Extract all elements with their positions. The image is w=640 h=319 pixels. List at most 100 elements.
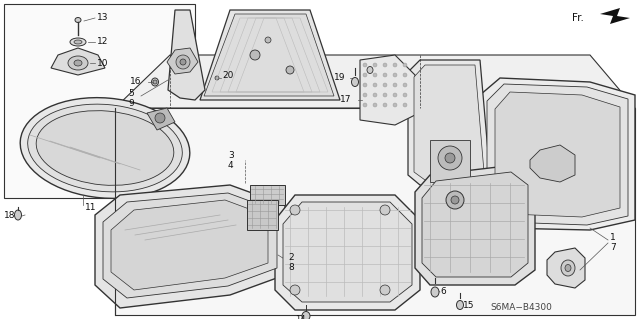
Ellipse shape — [445, 153, 455, 163]
Text: 5: 5 — [128, 90, 134, 99]
Ellipse shape — [446, 191, 464, 209]
Ellipse shape — [403, 73, 407, 77]
Ellipse shape — [561, 260, 575, 276]
Polygon shape — [103, 193, 277, 298]
Ellipse shape — [380, 205, 390, 215]
Ellipse shape — [75, 18, 81, 23]
Text: 15: 15 — [463, 300, 474, 309]
Polygon shape — [480, 78, 635, 230]
Text: 2: 2 — [288, 254, 294, 263]
Ellipse shape — [383, 83, 387, 87]
Text: 4: 4 — [228, 160, 234, 169]
Ellipse shape — [393, 73, 397, 77]
Ellipse shape — [393, 103, 397, 107]
Text: 1: 1 — [610, 234, 616, 242]
Ellipse shape — [403, 63, 407, 67]
Ellipse shape — [74, 40, 82, 44]
Ellipse shape — [265, 37, 271, 43]
Text: 10: 10 — [97, 58, 109, 68]
Polygon shape — [547, 248, 585, 288]
Polygon shape — [283, 202, 412, 302]
Ellipse shape — [383, 73, 387, 77]
Ellipse shape — [20, 98, 190, 198]
Text: 6: 6 — [440, 287, 445, 296]
Ellipse shape — [153, 80, 157, 84]
Text: 11: 11 — [85, 204, 97, 212]
Ellipse shape — [363, 93, 367, 97]
Ellipse shape — [383, 103, 387, 107]
Polygon shape — [168, 10, 205, 100]
Ellipse shape — [393, 93, 397, 97]
Ellipse shape — [431, 287, 439, 297]
Ellipse shape — [74, 60, 82, 66]
Ellipse shape — [451, 196, 459, 204]
Ellipse shape — [373, 93, 377, 97]
Ellipse shape — [302, 311, 310, 319]
Text: 12: 12 — [97, 38, 108, 47]
Text: 17: 17 — [340, 95, 351, 105]
Polygon shape — [247, 200, 278, 230]
Polygon shape — [250, 185, 285, 205]
Ellipse shape — [214, 74, 221, 82]
Ellipse shape — [155, 113, 165, 123]
Ellipse shape — [70, 38, 86, 46]
Text: 19: 19 — [334, 73, 346, 83]
Text: 20: 20 — [222, 71, 234, 80]
Ellipse shape — [393, 83, 397, 87]
Polygon shape — [415, 165, 535, 285]
Polygon shape — [408, 60, 490, 185]
Text: Fr.: Fr. — [572, 13, 584, 23]
Ellipse shape — [176, 55, 190, 69]
Polygon shape — [204, 14, 334, 96]
Polygon shape — [111, 200, 268, 290]
Ellipse shape — [68, 56, 88, 70]
Polygon shape — [495, 92, 620, 217]
Ellipse shape — [383, 93, 387, 97]
Polygon shape — [115, 55, 635, 108]
Polygon shape — [95, 185, 285, 308]
Polygon shape — [422, 172, 528, 277]
Ellipse shape — [393, 63, 397, 67]
Text: 8: 8 — [288, 263, 294, 272]
Polygon shape — [530, 145, 575, 182]
Text: 16: 16 — [130, 78, 141, 86]
Ellipse shape — [28, 104, 182, 192]
Ellipse shape — [373, 63, 377, 67]
Ellipse shape — [367, 66, 373, 73]
Polygon shape — [600, 8, 630, 24]
Ellipse shape — [363, 73, 367, 77]
Ellipse shape — [565, 264, 571, 271]
Ellipse shape — [438, 146, 462, 170]
Ellipse shape — [152, 78, 159, 86]
Text: 18: 18 — [4, 211, 15, 220]
Text: 9: 9 — [128, 100, 134, 108]
Ellipse shape — [380, 285, 390, 295]
Text: 14: 14 — [295, 315, 305, 319]
Text: 3: 3 — [228, 151, 234, 160]
Polygon shape — [51, 48, 105, 75]
Ellipse shape — [290, 285, 300, 295]
Ellipse shape — [36, 111, 174, 185]
Text: 13: 13 — [97, 13, 109, 23]
Polygon shape — [147, 108, 175, 130]
Ellipse shape — [403, 93, 407, 97]
Ellipse shape — [403, 83, 407, 87]
Ellipse shape — [373, 83, 377, 87]
Ellipse shape — [363, 63, 367, 67]
Polygon shape — [4, 4, 195, 198]
Ellipse shape — [250, 50, 260, 60]
Ellipse shape — [373, 73, 377, 77]
Ellipse shape — [180, 59, 186, 65]
Polygon shape — [414, 65, 484, 180]
Polygon shape — [200, 10, 340, 100]
Ellipse shape — [286, 66, 294, 74]
Ellipse shape — [456, 300, 463, 309]
Ellipse shape — [363, 83, 367, 87]
Text: 7: 7 — [610, 243, 616, 253]
Text: S6MA−B4300: S6MA−B4300 — [490, 302, 552, 311]
Polygon shape — [167, 48, 198, 74]
Ellipse shape — [215, 76, 219, 80]
Ellipse shape — [15, 210, 22, 220]
Polygon shape — [487, 84, 628, 225]
Ellipse shape — [403, 103, 407, 107]
